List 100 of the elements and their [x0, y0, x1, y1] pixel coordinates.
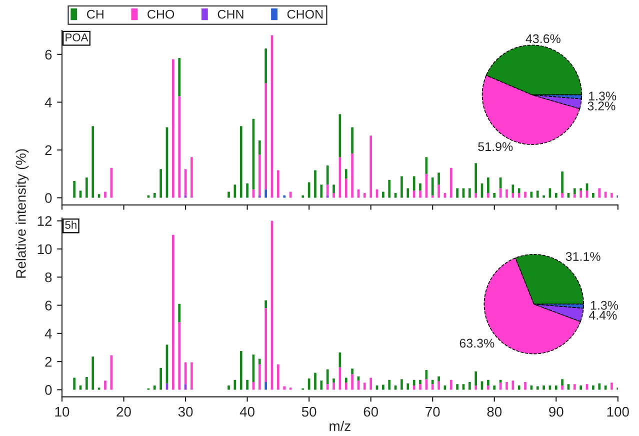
- bar: [332, 382, 335, 390]
- bar: [228, 386, 230, 390]
- bar: [487, 177, 490, 193]
- bar: [450, 168, 452, 198]
- bar: [561, 386, 564, 390]
- x-tick-label: 100: [607, 406, 629, 417]
- bar: [382, 384, 384, 390]
- y-tick-label: 8: [45, 272, 52, 282]
- x-tick-label: 70: [426, 406, 440, 417]
- bar: [86, 377, 88, 390]
- bar: [344, 382, 348, 390]
- legend-label: CHO: [148, 10, 174, 19]
- bar: [487, 192, 490, 198]
- bar: [518, 192, 520, 198]
- bar: [542, 195, 545, 198]
- bar: [240, 351, 242, 390]
- bar: [580, 386, 582, 390]
- legend-label: CHON: [287, 10, 323, 19]
- y-tick-label: 0: [45, 193, 52, 203]
- bar: [419, 183, 422, 191]
- bar: [326, 166, 329, 185]
- bar: [79, 190, 82, 198]
- bar: [147, 195, 150, 198]
- bar: [351, 368, 354, 374]
- bar: [172, 234, 174, 390]
- bar: [190, 362, 193, 390]
- y-tick-label: 10: [38, 244, 52, 254]
- bar: [592, 192, 594, 198]
- x-tick-label: 30: [178, 406, 193, 417]
- bar: [574, 384, 576, 390]
- bar: [574, 188, 576, 194]
- bar: [456, 188, 458, 198]
- x-tick-label: 90: [549, 406, 564, 417]
- bar: [264, 300, 267, 308]
- bar: [468, 188, 471, 198]
- bar: [542, 386, 545, 390]
- bar: [258, 195, 261, 198]
- x-tick-label: 80: [487, 406, 502, 417]
- data-label: 4.4%: [588, 310, 617, 320]
- bar: [512, 192, 514, 198]
- bar: [314, 372, 316, 390]
- bar: [264, 382, 267, 390]
- bar: [344, 178, 348, 198]
- bar: [178, 322, 181, 390]
- bar: [456, 384, 458, 390]
- bar: [610, 382, 613, 390]
- annotation: 5h: [65, 220, 76, 229]
- bar: [184, 195, 187, 198]
- bar: [86, 177, 88, 198]
- bar: [419, 380, 422, 384]
- bar: [592, 386, 594, 390]
- bar: [320, 380, 323, 390]
- y-tick-label: 6: [45, 300, 52, 310]
- bar: [326, 369, 329, 384]
- bar: [512, 184, 514, 193]
- bar: [332, 192, 335, 198]
- y-tick-label: 0: [45, 385, 52, 395]
- bar: [474, 163, 478, 193]
- bar: [370, 136, 372, 198]
- bar: [388, 180, 391, 198]
- bar: [524, 382, 526, 390]
- bar: [258, 364, 261, 390]
- data-label: 63.3%: [460, 338, 494, 348]
- bar: [326, 195, 329, 198]
- bar: [518, 188, 520, 193]
- bar: [610, 192, 613, 198]
- y-tick-label: 2: [45, 356, 52, 367]
- y-tick-label: 6: [45, 50, 52, 60]
- bar: [73, 181, 76, 198]
- bar: [506, 189, 508, 198]
- bar: [536, 386, 539, 390]
- bar: [580, 188, 582, 191]
- bar: [363, 382, 366, 390]
- bar: [264, 48, 267, 84]
- bar: [406, 188, 410, 198]
- bar: [438, 376, 440, 382]
- data-label: 51.9%: [478, 142, 513, 152]
- bar: [580, 190, 582, 198]
- bar: [178, 96, 181, 198]
- x-tick-label: 60: [364, 406, 378, 417]
- bar: [561, 192, 564, 198]
- bar: [493, 192, 496, 198]
- bar: [406, 383, 410, 390]
- y-axis-title: Relative intensity (%): [16, 149, 29, 278]
- bar: [332, 378, 335, 383]
- bar: [104, 192, 106, 198]
- y-tick-label: 2: [45, 145, 52, 156]
- bar: [400, 176, 403, 198]
- bar: [438, 381, 440, 390]
- bar: [586, 190, 588, 198]
- bar: [474, 192, 478, 198]
- bar: [419, 190, 422, 198]
- bar: [431, 384, 434, 390]
- bar: [388, 380, 391, 390]
- bar: [574, 194, 576, 198]
- bar: [363, 192, 366, 198]
- bar: [246, 183, 248, 198]
- bar: [283, 195, 286, 198]
- bar: [351, 154, 354, 198]
- bar: [431, 380, 434, 384]
